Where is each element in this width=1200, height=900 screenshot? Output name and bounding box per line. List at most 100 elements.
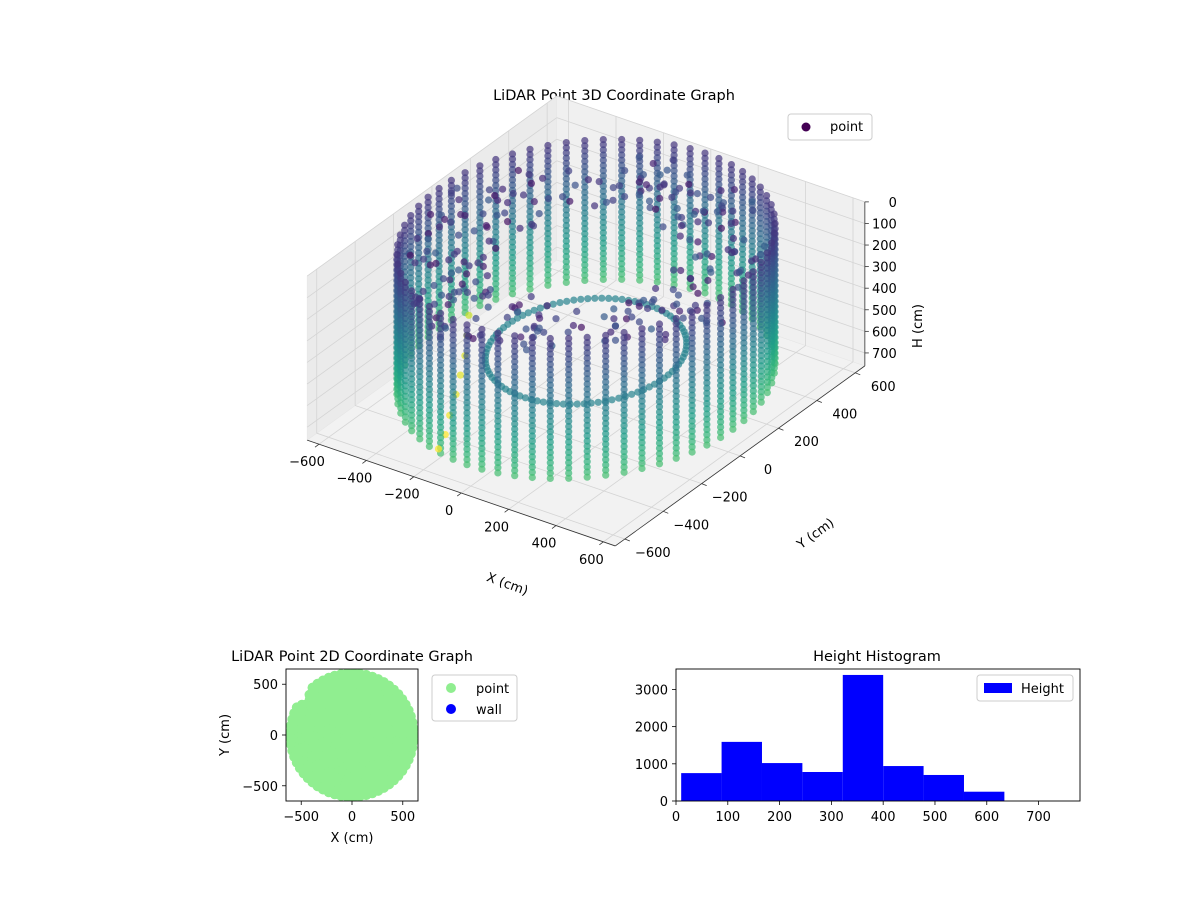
- chart-3d-point: [465, 262, 473, 270]
- chart-3d-point: [408, 385, 416, 393]
- chart-3d-point: [727, 166, 736, 174]
- chart-3d-point: [642, 181, 651, 189]
- chart-3d-point: [655, 361, 664, 369]
- chart-3d-point: [528, 422, 536, 430]
- chart-3d-point: [407, 227, 415, 235]
- histogram-y-tick-label: 0: [660, 795, 668, 810]
- chart-3d-point: [461, 241, 469, 249]
- chart-3d-point: [717, 413, 725, 421]
- chart-3d-point: [546, 459, 554, 467]
- chart-3d-point: [544, 255, 552, 263]
- chart-3d-point: [749, 273, 757, 281]
- chart-3d-point: [559, 400, 567, 408]
- chart-3d-point: [494, 458, 502, 467]
- chart-3d-point: [729, 363, 737, 371]
- chart-3d-point: [425, 344, 433, 352]
- chart-3d-point: [508, 238, 517, 246]
- chart-3d-point: [599, 182, 607, 190]
- chart-3d-point: [749, 345, 757, 353]
- chart-3d-point: [544, 209, 552, 217]
- chart-3d-point: [672, 356, 680, 364]
- chart-3d-point: [717, 418, 725, 426]
- chart-3d-point: [562, 144, 570, 152]
- chart-3d-point: [546, 355, 554, 363]
- chart-3d-point: [701, 201, 709, 209]
- chart-3d-point: [715, 274, 723, 282]
- chart-3d-point: [424, 276, 432, 284]
- chart-3d-point: [511, 420, 519, 428]
- chart-3d-point: [638, 407, 646, 416]
- chart-3d-point: [546, 464, 554, 472]
- chart-3d-point: [476, 198, 484, 206]
- chart-3d-point: [749, 325, 757, 333]
- chart-3d-point: [528, 385, 536, 393]
- chart-3d-point: [749, 387, 757, 395]
- chart-3d-point: [461, 298, 469, 306]
- chart-3d-point: [763, 347, 771, 355]
- chart-3d-point: [424, 235, 432, 243]
- chart-3d-point: [729, 327, 737, 335]
- chart-3d-point: [476, 188, 484, 196]
- chart-3d-point: [430, 281, 438, 290]
- chart-3d-point: [756, 214, 764, 222]
- chart-3d-point: [478, 444, 486, 453]
- chart-3d-point: [476, 167, 484, 175]
- chart-3d-point: [757, 352, 765, 360]
- chart-3d-point: [437, 423, 445, 431]
- chart-3d-point: [638, 397, 646, 405]
- chart-3d-point: [686, 253, 694, 261]
- chart-3d-point: [602, 337, 610, 345]
- chart-3d-point: [672, 397, 680, 405]
- chart-3d-point: [688, 432, 696, 441]
- chart-3d-point: [686, 269, 694, 277]
- chart-3d-point: [688, 360, 696, 368]
- chart-3d-point: [715, 268, 723, 276]
- chart-3d-point: [408, 344, 416, 352]
- chart-3d-point: [565, 345, 573, 353]
- chart-3d-point: [655, 413, 664, 421]
- chart-3d-point: [770, 210, 778, 218]
- chart-3d-point: [727, 171, 736, 179]
- chart-3d-point: [583, 411, 591, 419]
- chart-3d-point: [740, 406, 748, 414]
- chart-3d-point: [749, 304, 757, 312]
- chart-3d-point: [526, 280, 534, 288]
- chart-3d-x-tick-label: 0: [445, 504, 453, 519]
- histogram-x-tick-label: 300: [819, 810, 844, 825]
- chart-3d-point: [672, 439, 680, 447]
- chart-3d-point: [479, 210, 487, 218]
- chart-3d-point: [546, 433, 554, 441]
- chart-3d-point: [565, 454, 573, 462]
- chart-3d-point: [703, 363, 711, 371]
- chart-3d-point: [653, 164, 661, 172]
- chart-3d-point: [649, 159, 657, 168]
- chart-3d-point: [636, 235, 644, 243]
- chart-3d-point: [686, 196, 694, 204]
- chart-3d-point: [584, 295, 592, 303]
- chart-3d-point: [447, 244, 455, 252]
- chart-3d-point: [581, 214, 589, 222]
- chart-3d-point: [701, 258, 709, 266]
- chart-3d-point: [565, 371, 573, 379]
- chart-3d-point: [528, 391, 536, 399]
- chart-3d-point: [729, 373, 737, 382]
- chart-3d-point: [756, 219, 764, 227]
- chart-3d-point: [425, 442, 433, 450]
- chart-3d-point: [707, 193, 715, 201]
- chart-3d-point: [740, 375, 748, 383]
- chart-3d-point: [528, 458, 536, 466]
- chart-3d-point: [620, 380, 628, 388]
- chart-3d-point: [528, 427, 536, 435]
- chart-3d-point: [670, 141, 678, 149]
- chart-3d-point: [401, 397, 409, 406]
- chart-3d-point: [546, 469, 554, 477]
- chart-3d-point: [674, 213, 682, 221]
- chart-3d-point: [618, 141, 626, 149]
- chart-3d-point: [658, 306, 666, 314]
- chart-3d-point: [757, 274, 765, 282]
- chart-3d-point: [581, 235, 589, 243]
- chart-3d-point: [562, 211, 570, 219]
- chart-3d-point: [757, 310, 765, 318]
- chart-3d-point: [703, 379, 711, 387]
- chart-3d-point: [508, 254, 517, 262]
